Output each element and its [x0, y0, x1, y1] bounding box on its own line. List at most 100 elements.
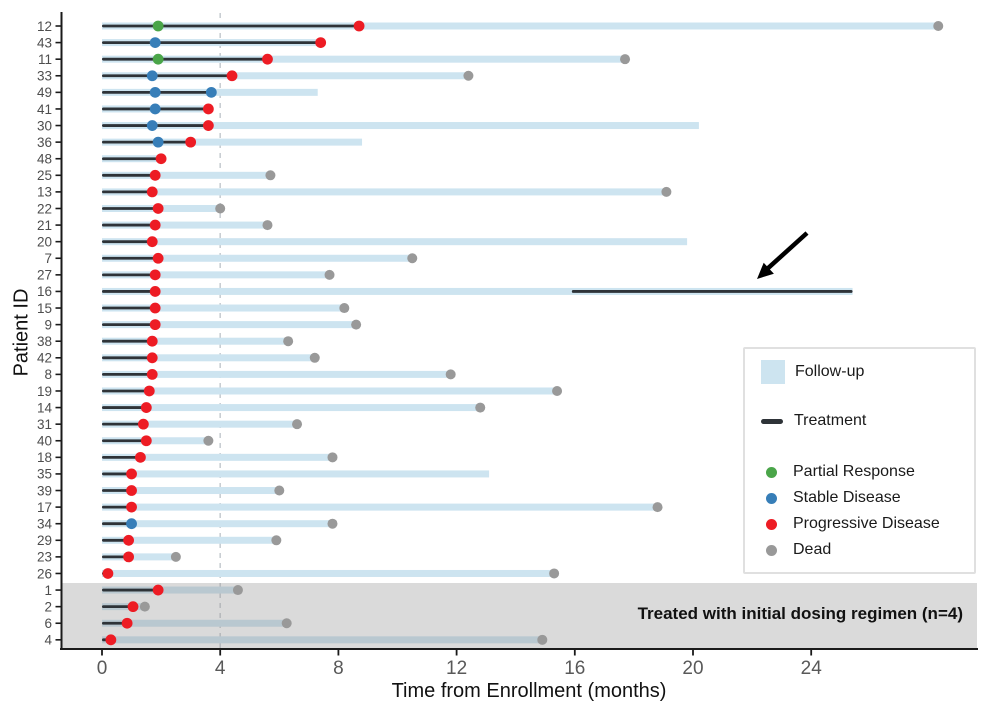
marker-progressive-disease-patient-14 — [140, 402, 152, 413]
followup-bar-patient-29 — [102, 536, 277, 544]
treatment-line-patient-7 — [102, 256, 159, 260]
treatment-line-patient-16 — [571, 290, 853, 293]
treatment-line-patient-16 — [102, 290, 156, 293]
marker-stable-disease-patient-33 — [146, 70, 158, 82]
treatment-line-patient-38 — [102, 339, 153, 343]
followup-bar-patient-4 — [102, 636, 543, 644]
marker-dead-patient-29 — [271, 535, 282, 546]
marker-stable-disease-patient-36 — [152, 136, 164, 148]
legend-item-partial-response: Partial Response — [761, 463, 915, 481]
annotation-arrow-shaft — [766, 231, 809, 270]
followup-bar-patient-21 — [102, 221, 271, 229]
marker-progressive-disease-patient-13 — [146, 186, 158, 198]
followup-bar-patient-15 — [102, 304, 345, 312]
legend-label-progressive-disease: Progressive Disease — [793, 515, 940, 532]
y-tick-label-patient-1: 1 — [44, 583, 52, 598]
marker-progressive-disease-patient-12 — [353, 20, 365, 32]
x-tick-label-16: 16 — [564, 658, 585, 679]
x-tick-label-8: 8 — [333, 658, 344, 679]
followup-bar-patient-7 — [102, 254, 413, 262]
marker-dead-patient-7 — [407, 253, 418, 264]
marker-progressive-disease-patient-17 — [126, 501, 137, 513]
marker-progressive-disease-patient-39 — [126, 485, 137, 496]
marker-dead-patient-6 — [281, 618, 292, 629]
treatment-line-patient-48 — [102, 157, 162, 161]
y-tick-label-patient-7: 7 — [44, 251, 52, 266]
followup-bar-patient-1 — [102, 586, 241, 594]
marker-dead-patient-15 — [339, 303, 350, 314]
marker-partial-response-patient-11 — [152, 53, 164, 65]
y-tick-label-patient-11: 11 — [38, 52, 52, 67]
marker-progressive-disease-patient-48 — [155, 153, 167, 165]
marker-progressive-disease-patient-1 — [152, 584, 164, 596]
legend-item-dead: Dead — [761, 541, 831, 559]
initial-dosing-band — [62, 583, 977, 649]
treatment-line-patient-19 — [102, 389, 150, 393]
treatment-line-patient-23 — [102, 555, 129, 559]
marker-stable-disease-patient-49 — [149, 86, 161, 98]
marker-progressive-disease-patient-16 — [149, 286, 161, 297]
followup-bar-patient-8 — [102, 370, 454, 378]
treatment-line-patient-2 — [102, 605, 132, 609]
marker-progressive-disease-patient-11 — [262, 53, 273, 65]
y-tick-label-patient-12: 12 — [37, 19, 52, 34]
marker-progressive-disease-patient-9 — [149, 319, 161, 331]
treatment-line-patient-18 — [102, 455, 141, 459]
y-tick-label-patient-39: 39 — [37, 483, 52, 498]
x-tick-label-12: 12 — [446, 658, 467, 679]
followup-bar-patient-33 — [102, 72, 469, 80]
y-tick-label-patient-14: 14 — [37, 400, 53, 415]
marker-dead-patient-22 — [215, 203, 226, 214]
marker-progressive-disease-patient-35 — [126, 468, 137, 480]
followup-bar-patient-19 — [102, 387, 558, 395]
y-tick-label-patient-23: 23 — [37, 550, 52, 565]
dead-dot-icon — [766, 544, 777, 556]
y-tick-label-patient-4: 4 — [44, 633, 52, 648]
marker-dead-patient-42 — [309, 352, 320, 363]
band-label: Treated with initial dosing regimen (n=4… — [637, 604, 963, 623]
followup-bar-patient-25 — [102, 171, 274, 179]
followup-bar-patient-23 — [102, 553, 179, 561]
legend-item-treatment: Treatment — [761, 412, 866, 430]
y-tick-label-patient-27: 27 — [37, 268, 52, 283]
marker-dead-patient-38 — [283, 336, 294, 347]
treatment-line-patient-39 — [102, 489, 132, 492]
followup-bar-patient-17 — [102, 503, 661, 511]
treatment-line-patient-31 — [102, 422, 144, 426]
treatment-line-patient-36 — [102, 140, 191, 144]
followup-bar-patient-9 — [102, 321, 357, 329]
marker-progressive-disease-patient-27 — [149, 269, 161, 281]
marker-progressive-disease-patient-41 — [202, 103, 214, 115]
marker-dead-patient-2 — [139, 601, 150, 612]
treatment-line-patient-1 — [102, 588, 159, 592]
marker-progressive-disease-patient-19 — [143, 385, 155, 397]
marker-dead-patient-4 — [537, 634, 548, 645]
y-tick-label-patient-43: 43 — [37, 35, 52, 50]
y-tick-label-patient-13: 13 — [37, 185, 52, 200]
x-tick-label-0: 0 — [97, 658, 108, 679]
treatment-line-patient-43 — [102, 41, 321, 44]
treatment-line-patient-42 — [102, 356, 153, 360]
marker-progressive-disease-patient-22 — [152, 203, 164, 214]
marker-dead-patient-18 — [327, 452, 338, 463]
marker-stable-disease-patient-30 — [146, 120, 158, 131]
treatment-line-patient-33 — [102, 74, 233, 78]
marker-dead-patient-11 — [620, 54, 631, 65]
followup-bar-patient-31 — [102, 420, 298, 428]
x-tick-label-24: 24 — [801, 658, 823, 679]
treatment-line-patient-14 — [102, 406, 147, 409]
y-tick-label-patient-42: 42 — [37, 351, 52, 366]
marker-progressive-disease-patient-29 — [123, 534, 134, 546]
legend-label-treatment: Treatment — [794, 412, 867, 429]
treatment-line-patient-20 — [102, 240, 153, 244]
treatment-line-patient-35 — [102, 472, 132, 476]
treatment-line-patient-25 — [102, 173, 156, 177]
marker-stable-disease-patient-41 — [149, 103, 161, 115]
marker-progressive-disease-patient-43 — [315, 37, 327, 48]
marker-dead-patient-13 — [661, 186, 672, 197]
y-tick-label-patient-19: 19 — [37, 384, 52, 399]
marker-dead-patient-21 — [262, 220, 273, 231]
treatment-swatch-icon — [761, 418, 783, 424]
x-axis-title: Time from Enrollment (months) — [391, 680, 667, 702]
